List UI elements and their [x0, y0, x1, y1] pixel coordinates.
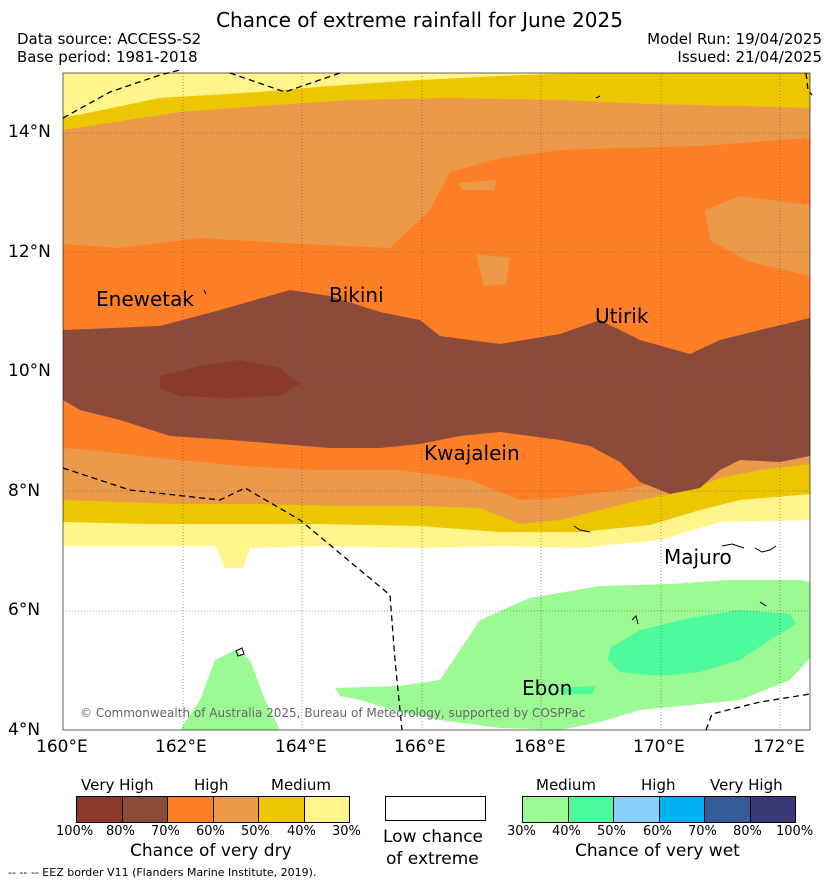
- dry-category-label: High: [194, 776, 229, 794]
- issued-date: Issued: 21/04/2025: [677, 48, 822, 66]
- wet-band-medium-high: [608, 610, 796, 676]
- dry-percent-label: 80%: [106, 824, 135, 839]
- dry-band-high-patch: [476, 254, 510, 286]
- lat-tick: 6°N: [8, 600, 41, 620]
- place-label-bikini: Bikini: [329, 283, 384, 307]
- lon-tick: 164°E: [275, 737, 327, 757]
- dry-swatch: [304, 797, 349, 822]
- wet-swatch: [568, 797, 614, 822]
- wet-swatch: [614, 797, 660, 822]
- dry-band-very-high-core: [160, 360, 300, 398]
- dry-swatch: [77, 797, 123, 822]
- lon-tick: 168°E: [514, 737, 566, 757]
- base-period: Base period: 1981-2018: [17, 48, 198, 66]
- copyright-notice: © Commonwealth of Australia 2025, Bureau…: [80, 706, 586, 720]
- place-label-enewetak: Enewetak: [96, 287, 194, 311]
- map-title: Chance of extreme rainfall for June 2025: [216, 8, 623, 32]
- dry-swatch: [168, 797, 214, 822]
- dry-percent-label: 40%: [287, 824, 316, 839]
- dry-category-label: Very High: [81, 776, 154, 794]
- dry-band-high-patch-2: [458, 180, 496, 190]
- dry-percent-label: 60%: [196, 824, 225, 839]
- wet-percent-label: 50%: [597, 824, 626, 839]
- dry-colorbar: [76, 796, 350, 823]
- wet-percent-label: 60%: [643, 824, 672, 839]
- lon-tick: 166°E: [394, 737, 446, 757]
- wet-swatch: [705, 797, 751, 822]
- wet-category-label: Medium: [536, 776, 596, 794]
- place-label-kwajalein: Kwajalein: [424, 441, 520, 465]
- lat-tick: 4°N: [8, 720, 41, 740]
- model-run: Model Run: 19/04/2025: [647, 30, 822, 48]
- place-label-majuro: Majuro: [664, 545, 732, 569]
- lon-tick: 162°E: [155, 737, 207, 757]
- wet-percent-label: 80%: [733, 824, 762, 839]
- wet-band-small-patch: [560, 686, 596, 694]
- dry-percent-label: 70%: [151, 824, 180, 839]
- lat-tick: 14°N: [8, 122, 51, 142]
- lon-tick: 172°E: [753, 737, 805, 757]
- wet-band-medium-2: [335, 580, 810, 730]
- wet-swatch: [750, 797, 795, 822]
- dry-swatch: [213, 797, 259, 822]
- eez-border: [62, 69, 813, 731]
- wet-swatch: [523, 797, 569, 822]
- dry-category-label: Medium: [271, 776, 331, 794]
- wet-percent-label: 30%: [507, 824, 536, 839]
- wet-colorbar: [522, 796, 796, 823]
- wet-legend-title: Chance of very wet: [575, 841, 740, 861]
- dry-band-very-high: [63, 290, 810, 494]
- dry-swatch: [259, 797, 305, 822]
- dry-percent-label: 30%: [332, 824, 361, 839]
- low-chance-label: of extreme: [386, 849, 479, 869]
- dry-legend-title: Chance of very dry: [130, 841, 292, 861]
- wet-percent-label: 70%: [688, 824, 717, 839]
- lat-tick: 8°N: [8, 481, 41, 501]
- wet-category-label: Very High: [710, 776, 783, 794]
- low-chance-label: Low chance: [383, 827, 483, 847]
- place-label-utirik: Utirik: [595, 304, 649, 328]
- place-label-ebon: Ebon: [522, 676, 573, 700]
- wet-band-medium: [180, 650, 280, 730]
- lat-tick: 10°N: [8, 361, 51, 381]
- eez-footnote: -- -- -- EEZ border V11 (Flanders Marine…: [8, 866, 317, 879]
- wet-percent-label: 40%: [552, 824, 581, 839]
- lon-tick: 170°E: [633, 737, 685, 757]
- wet-swatch: [659, 797, 705, 822]
- data-source: Data source: ACCESS-S2: [17, 30, 202, 48]
- lon-tick: 160°E: [36, 737, 88, 757]
- low-chance-swatch: [385, 796, 486, 821]
- dry-swatch: [122, 797, 168, 822]
- wet-category-label: High: [641, 776, 676, 794]
- lat-tick: 12°N: [8, 242, 51, 262]
- dry-percent-label: 50%: [241, 824, 270, 839]
- wet-percent-label: 100%: [776, 824, 814, 839]
- atoll-marks: [203, 95, 777, 657]
- dry-percent-label: 100%: [56, 824, 94, 839]
